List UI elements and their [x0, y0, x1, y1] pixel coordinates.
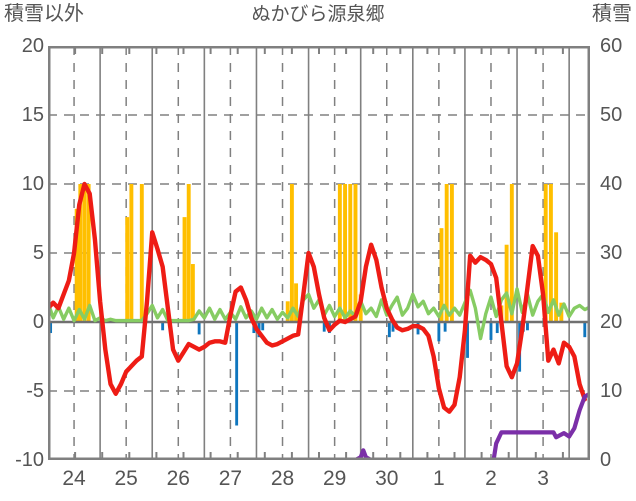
- sunshine-bar: [82, 184, 87, 322]
- x-tick-2: 2: [485, 467, 497, 490]
- precipitation-bar: [391, 322, 395, 332]
- left-axis-title: 積雪以外: [4, 3, 84, 25]
- sunshine-bar: [86, 184, 91, 322]
- sunshine-bar: [337, 184, 342, 322]
- precipitation-bar: [322, 322, 326, 332]
- precipitation-bar: [443, 322, 447, 332]
- left-tick-10: 10: [21, 173, 44, 195]
- sunshine-bar: [358, 294, 363, 322]
- precipitation-bar: [437, 322, 441, 342]
- sunshine-bar: [78, 184, 83, 322]
- precipitation-bar: [526, 322, 529, 331]
- sunshine-bar: [509, 184, 514, 322]
- sunshine-bar: [182, 217, 187, 322]
- sunshine-bar: [449, 184, 454, 322]
- right-axis-title: 積雪: [592, 3, 632, 25]
- x-tick-27: 27: [218, 467, 243, 490]
- x-tick-29: 29: [322, 467, 347, 490]
- x-tick-26: 26: [166, 467, 190, 490]
- left-tick-20: 20: [21, 35, 44, 57]
- sunshine-bar: [543, 184, 548, 322]
- chart-plot-area: [48, 46, 590, 460]
- sunshine-bar: [294, 283, 299, 322]
- precipitation-bar: [489, 322, 493, 340]
- right-tick-50: 50: [600, 104, 623, 126]
- x-tick-25: 25: [114, 467, 138, 490]
- sunshine-bar: [554, 232, 559, 322]
- x-tick-3: 3: [537, 467, 549, 490]
- x-tick-1: 1: [433, 467, 445, 490]
- sunshine-bar: [444, 184, 449, 322]
- right-tick-40: 40: [600, 173, 623, 195]
- precipitation-bar: [466, 322, 469, 358]
- chart-title: ぬかびら源泉郷: [251, 4, 385, 25]
- sunshine-bar: [353, 184, 358, 322]
- sunshine-bar: [285, 301, 290, 322]
- right-tick-60: 60: [600, 35, 623, 57]
- x-tick-30: 30: [375, 467, 399, 490]
- precipitation-bar: [387, 322, 391, 338]
- sunshine-bar: [504, 244, 509, 322]
- precipitation-bar: [161, 322, 165, 331]
- sunshine-bar: [129, 184, 134, 322]
- sunshine-bar: [139, 184, 144, 322]
- sunshine-bar: [74, 208, 79, 322]
- sunshine-bar: [190, 264, 195, 322]
- precipitation-bar: [235, 322, 239, 426]
- sunshine-bar: [348, 184, 353, 322]
- right-tick-20: 20: [600, 311, 623, 333]
- sunshine-bar: [548, 184, 553, 322]
- sunshine-bar: [289, 184, 294, 322]
- precipitation-bar: [495, 322, 499, 334]
- left-tick--5: -5: [26, 380, 44, 402]
- temperature-line: [48, 181, 587, 414]
- precipitation-bar: [261, 322, 265, 331]
- precipitation-bar: [583, 322, 587, 338]
- sunshine-bar: [125, 217, 130, 322]
- left-tick-0: 0: [32, 311, 44, 333]
- right-tick-10: 10: [600, 380, 623, 402]
- sunshine-bar: [343, 184, 348, 322]
- right-tick-0: 0: [600, 449, 612, 471]
- left-tick-5: 5: [32, 242, 44, 264]
- x-tick-28: 28: [270, 467, 295, 490]
- x-tick-24: 24: [62, 467, 86, 490]
- sunshine-bar: [186, 184, 191, 322]
- precipitation-bar: [49, 322, 53, 334]
- right-tick-30: 30: [600, 242, 623, 264]
- sunshine-bar: [439, 228, 444, 322]
- left-tick--10: -10: [15, 449, 44, 471]
- left-tick-15: 15: [21, 104, 44, 126]
- precipitation-bar: [197, 322, 201, 335]
